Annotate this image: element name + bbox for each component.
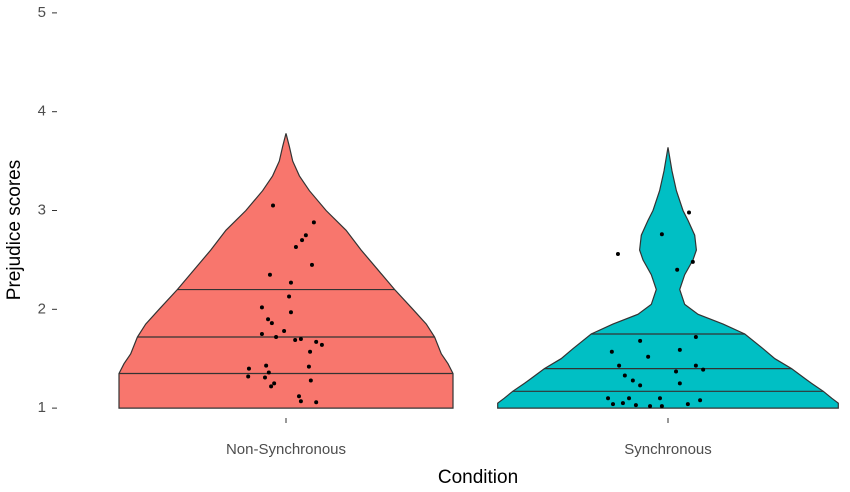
data-point: [308, 378, 313, 383]
data-point: [266, 317, 271, 322]
data-point: [693, 334, 698, 339]
y-tick-label: 3: [38, 201, 46, 218]
data-point: [259, 332, 264, 337]
data-point: [282, 329, 287, 334]
data-point: [272, 381, 277, 386]
y-axis-title: Prejudice scores: [4, 160, 25, 300]
data-point: [311, 220, 316, 225]
data-point: [274, 334, 279, 339]
data-point: [677, 347, 682, 352]
data-point: [659, 232, 664, 237]
data-point: [615, 251, 620, 256]
data-point: [264, 363, 269, 368]
data-point: [298, 336, 303, 341]
x-tick-label: Non-Synchronous: [226, 441, 346, 458]
data-point: [687, 210, 692, 215]
x-tick-label: Synchronous: [624, 441, 712, 458]
data-point: [271, 203, 276, 208]
data-point: [308, 349, 313, 354]
data-point: [296, 394, 301, 399]
data-point: [288, 310, 293, 315]
data-point: [287, 294, 292, 299]
data-point: [617, 363, 622, 368]
data-point: [675, 267, 680, 272]
y-tick-label: 4: [38, 103, 46, 120]
data-point: [303, 233, 308, 238]
data-point: [685, 402, 690, 407]
data-point: [677, 381, 682, 386]
data-point: [266, 370, 271, 375]
data-point: [620, 401, 625, 406]
data-point: [314, 400, 319, 405]
data-point: [622, 373, 627, 378]
data-point: [638, 338, 643, 343]
data-point: [701, 367, 706, 372]
data-point: [319, 342, 324, 347]
data-point: [259, 305, 264, 310]
violin: [118, 133, 454, 409]
data-point: [300, 238, 305, 243]
y-tick-label: 5: [38, 4, 46, 21]
data-point: [293, 337, 298, 342]
data-point: [314, 339, 319, 344]
data-point: [693, 363, 698, 368]
data-point: [269, 321, 274, 326]
y-tick-label: 1: [38, 399, 46, 416]
data-point: [610, 402, 615, 407]
data-point: [262, 375, 267, 380]
y-tick-label: 2: [38, 300, 46, 317]
data-point: [674, 369, 679, 374]
data-point: [246, 374, 251, 379]
data-point: [698, 398, 703, 403]
data-point: [606, 396, 611, 401]
data-point: [609, 349, 614, 354]
data-point: [657, 396, 662, 401]
data-point: [267, 272, 272, 277]
data-point: [659, 404, 664, 409]
data-point: [306, 364, 311, 369]
data-point: [269, 384, 274, 389]
data-point: [293, 245, 298, 250]
data-point: [646, 354, 651, 359]
violin: [497, 147, 839, 409]
x-axis-title: Condition: [438, 467, 518, 488]
data-point: [630, 378, 635, 383]
data-point: [298, 399, 303, 404]
data-point: [288, 280, 293, 285]
data-point: [246, 366, 251, 371]
data-point: [648, 404, 653, 409]
data-point: [627, 396, 632, 401]
data-point: [633, 403, 638, 408]
data-point: [690, 259, 695, 264]
data-point: [638, 383, 643, 388]
data-point: [309, 262, 314, 267]
